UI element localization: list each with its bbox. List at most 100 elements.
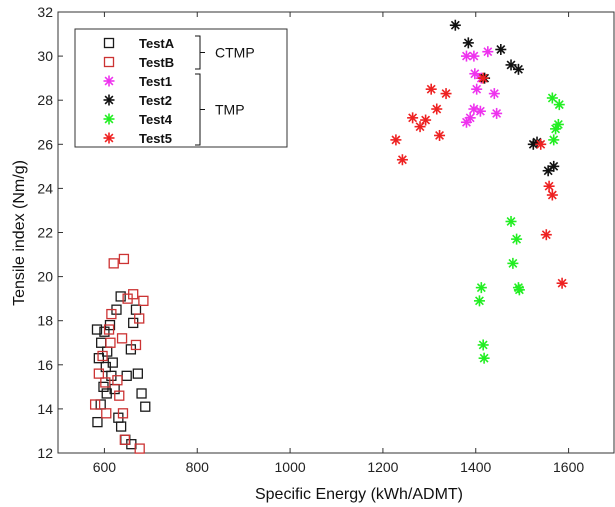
series-test2 bbox=[449, 19, 560, 177]
data-point bbox=[478, 352, 490, 364]
data-point bbox=[119, 434, 130, 445]
series-test4 bbox=[473, 92, 565, 364]
legend-marker bbox=[103, 132, 115, 144]
legend-group-label: TMP bbox=[215, 102, 245, 118]
x-tick-label: 1200 bbox=[367, 459, 398, 475]
legend-group-bracket bbox=[195, 73, 205, 146]
x-tick-label: 600 bbox=[93, 459, 117, 475]
y-tick-label: 18 bbox=[37, 313, 53, 329]
data-point bbox=[505, 59, 517, 71]
y-tick-label: 32 bbox=[37, 4, 53, 20]
data-point bbox=[512, 63, 524, 75]
data-point bbox=[101, 408, 112, 419]
legend-box bbox=[74, 28, 288, 148]
y-tick-label: 12 bbox=[37, 445, 53, 461]
data-point bbox=[507, 257, 519, 269]
legend-label: TestA bbox=[139, 36, 175, 51]
data-point bbox=[89, 399, 101, 410]
data-point bbox=[434, 129, 446, 141]
y-tick-label: 28 bbox=[37, 92, 53, 108]
data-point bbox=[128, 289, 139, 300]
data-point bbox=[477, 339, 489, 351]
data-point bbox=[477, 72, 489, 84]
data-point bbox=[91, 324, 103, 335]
data-point bbox=[431, 103, 443, 115]
data-point bbox=[95, 399, 106, 410]
data-point bbox=[407, 112, 419, 124]
data-point bbox=[108, 258, 119, 269]
data-point bbox=[542, 165, 554, 177]
x-axis-label: Specific Energy (kWh/ADMT) bbox=[255, 486, 463, 503]
data-point bbox=[543, 180, 555, 192]
data-point bbox=[132, 368, 143, 379]
x-tick-label: 1000 bbox=[275, 459, 306, 475]
data-point bbox=[97, 350, 108, 362]
data-point bbox=[130, 339, 142, 351]
x-tick-label: 800 bbox=[186, 459, 210, 475]
data-point bbox=[468, 50, 480, 62]
data-point bbox=[106, 308, 117, 320]
legend-marker bbox=[103, 56, 115, 68]
y-tick-label: 14 bbox=[37, 401, 53, 417]
data-point bbox=[93, 368, 104, 379]
data-point bbox=[473, 295, 485, 307]
data-point bbox=[511, 233, 523, 245]
legend-label: Test1 bbox=[139, 74, 172, 89]
data-point bbox=[105, 337, 116, 348]
y-tick-label: 22 bbox=[37, 225, 53, 241]
data-point bbox=[140, 401, 151, 412]
data-point bbox=[134, 313, 145, 324]
data-point bbox=[471, 83, 483, 95]
y-tick-label: 16 bbox=[37, 357, 53, 373]
series-test1 bbox=[460, 46, 503, 128]
data-point bbox=[475, 282, 487, 294]
data-point bbox=[546, 189, 558, 201]
data-point bbox=[100, 361, 111, 373]
y-tick-label: 24 bbox=[37, 180, 53, 196]
legend-label: TestB bbox=[139, 55, 174, 70]
data-point bbox=[495, 43, 507, 55]
data-point bbox=[513, 284, 525, 296]
legend-label: Test5 bbox=[139, 131, 172, 146]
legend-marker bbox=[103, 75, 115, 87]
legend-group-bracket bbox=[195, 35, 205, 70]
data-point bbox=[546, 92, 558, 104]
data-point bbox=[553, 99, 565, 111]
data-point bbox=[425, 83, 437, 95]
data-point bbox=[482, 46, 494, 58]
y-tick-label: 20 bbox=[37, 269, 53, 285]
data-point bbox=[117, 408, 129, 419]
series-testb bbox=[89, 253, 149, 454]
data-point bbox=[390, 134, 402, 146]
data-point bbox=[449, 19, 461, 31]
data-point bbox=[460, 116, 472, 128]
y-axis-label: Tensile index (Nm/g) bbox=[11, 160, 28, 306]
data-point bbox=[138, 295, 149, 307]
data-point bbox=[491, 107, 503, 119]
data-point bbox=[396, 154, 408, 166]
legend-label: Test2 bbox=[139, 93, 172, 108]
data-point bbox=[103, 324, 115, 335]
data-point bbox=[114, 390, 125, 401]
legend-marker bbox=[103, 37, 115, 49]
data-point bbox=[420, 114, 432, 126]
data-point bbox=[118, 253, 130, 265]
data-point bbox=[488, 88, 500, 100]
data-point bbox=[136, 388, 147, 399]
legend-group-label: CTMP bbox=[215, 45, 255, 61]
data-point bbox=[100, 377, 111, 388]
data-point bbox=[474, 105, 486, 117]
data-point bbox=[115, 421, 127, 432]
data-point bbox=[548, 160, 560, 172]
data-point bbox=[440, 88, 452, 100]
data-point bbox=[93, 353, 104, 364]
x-tick-label: 1600 bbox=[553, 459, 584, 475]
data-point bbox=[115, 291, 126, 302]
legend-marker bbox=[103, 94, 115, 106]
data-point bbox=[548, 134, 560, 146]
data-point bbox=[552, 118, 564, 130]
series-testa bbox=[91, 291, 151, 450]
series-test5 bbox=[390, 72, 568, 289]
